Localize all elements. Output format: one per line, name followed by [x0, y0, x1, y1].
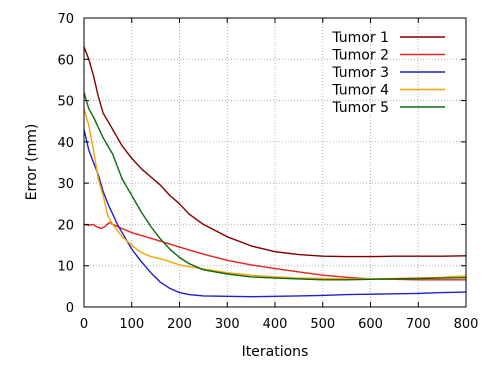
series-line-tumor-2	[83, 221, 467, 281]
series-line-tumor-4	[83, 108, 467, 280]
x-tick-label: 800	[454, 317, 479, 332]
y-tick-label: 30	[57, 177, 74, 192]
x-tick-label: 500	[310, 317, 335, 332]
x-tick-label: 200	[167, 317, 192, 332]
legend-label-tumor-5: Tumor 5	[331, 100, 389, 116]
x-tick-label: 100	[119, 317, 144, 332]
x-tick-label: 0	[80, 317, 88, 332]
series-line-tumor-5	[83, 91, 467, 281]
x-tick-label: 700	[406, 317, 431, 332]
y-tick-label: 50	[57, 95, 74, 110]
y-tick-label: 40	[57, 136, 74, 151]
legend-label-tumor-2: Tumor 2	[331, 48, 389, 64]
grid	[84, 18, 466, 307]
x-tick-label: 400	[263, 317, 288, 332]
y-tick-label: 20	[57, 218, 74, 233]
series-line-tumor-1	[83, 46, 467, 258]
y-tick-label: 0	[66, 301, 74, 316]
y-tick-label: 70	[57, 12, 74, 27]
legend-label-tumor-3: Tumor 3	[331, 65, 389, 81]
y-tick-label: 60	[57, 53, 74, 68]
y-axis-label: Error (mm)	[24, 124, 40, 201]
x-tick-label: 300	[215, 317, 240, 332]
y-tick-label: 10	[57, 260, 74, 275]
ticks: 0 100 200 300 400 500 600 700 800 0 10 20 30 40 50 60 70	[57, 12, 478, 332]
x-axis-label: Iterations	[242, 344, 309, 360]
series-lines	[83, 46, 467, 298]
legend-label-tumor-1: Tumor 1	[331, 30, 389, 46]
legend-label-tumor-4: Tumor 4	[331, 83, 389, 99]
x-tick-label: 600	[358, 317, 383, 332]
series-line-tumor-3	[83, 128, 467, 298]
